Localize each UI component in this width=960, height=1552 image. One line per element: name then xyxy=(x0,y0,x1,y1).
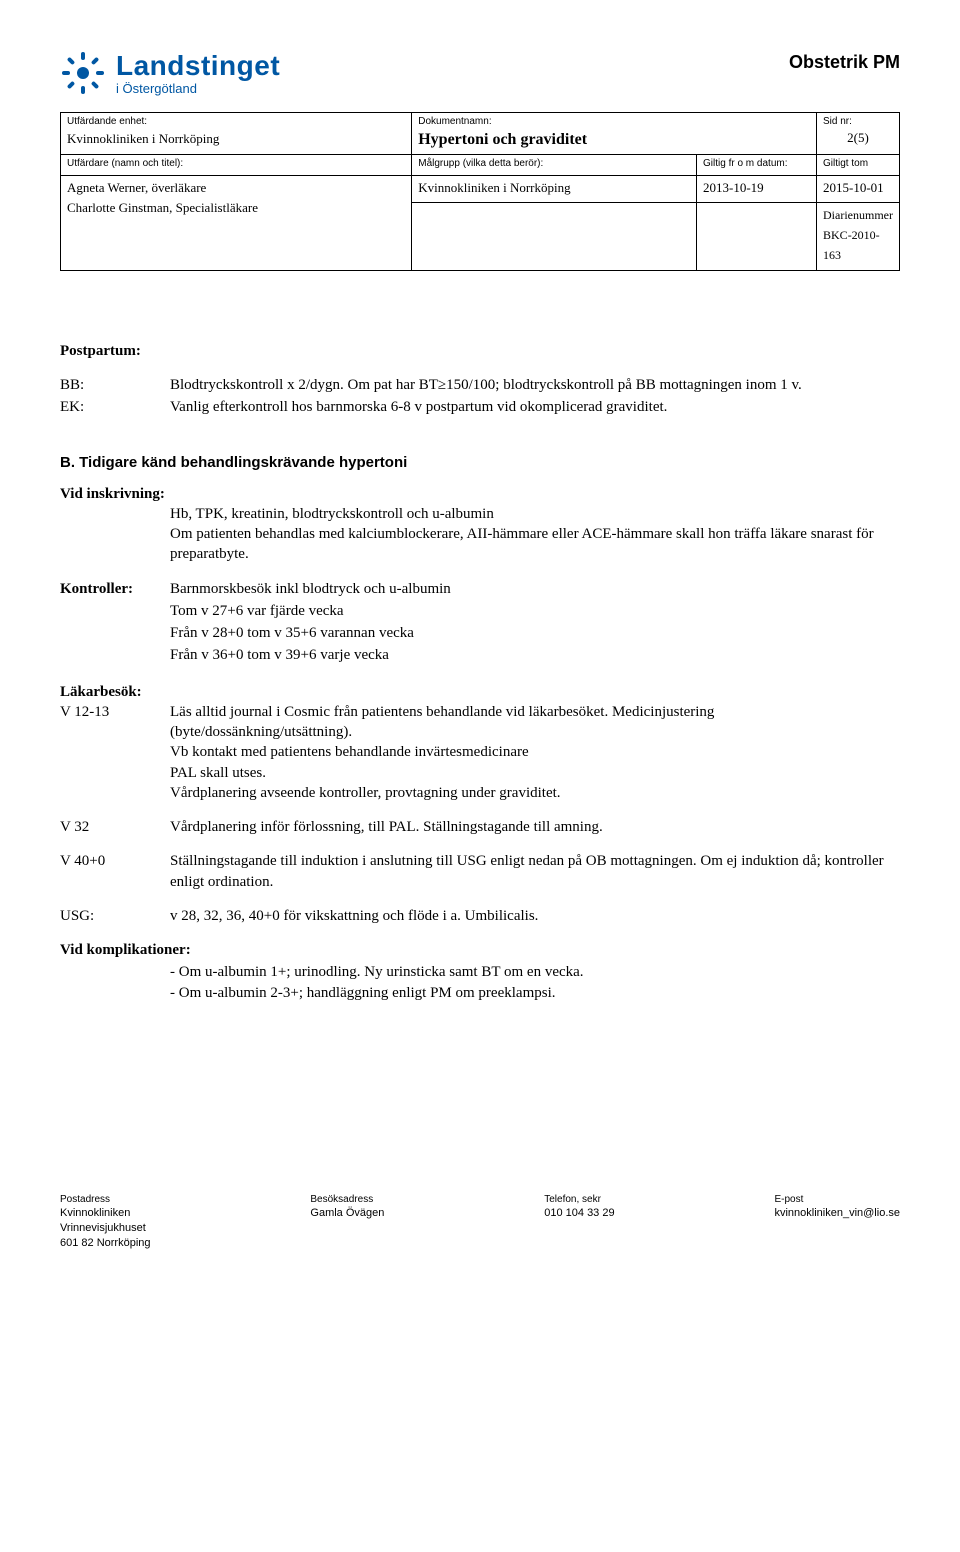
kontroller-line: Från v 36+0 tom v 39+6 varje vecka xyxy=(170,645,900,665)
usg-label: USG: xyxy=(60,906,170,926)
footer-post-value: Kvinnokliniken Vrinnevisjukhuset 601 82 … xyxy=(60,1206,151,1251)
v40-label: V 40+0 xyxy=(60,851,170,892)
meta-diary-label: Diarienummer xyxy=(823,208,893,222)
komplikation-item: Om u-albumin 1+; urinodling. Ny urinstic… xyxy=(170,962,900,982)
footer-email-value: kvinnokliniken_vin@lio.se xyxy=(774,1206,900,1221)
footer-email-label: E-post xyxy=(774,1193,900,1207)
doc-category: Obstetrik PM xyxy=(789,50,900,74)
meta-doc-name: Hypertoni och graviditet xyxy=(418,131,587,148)
footer-phone-label: Telefon, sekr xyxy=(544,1193,614,1207)
bb-text: Blodtryckskontroll x 2/dygn. Om pat har … xyxy=(170,375,900,395)
inskrivning-text: Hb, TPK, kreatinin, blodtryckskontroll o… xyxy=(60,504,900,565)
meta-label-issuer: Utfärdare (namn och titel): xyxy=(67,157,405,171)
komplikationer-label: Vid komplikationer: xyxy=(60,940,900,960)
section-b-title: B. Tidigare känd behandlingskrävande hyp… xyxy=(60,453,900,473)
ek-text: Vanlig efterkontroll hos barnmorska 6-8 … xyxy=(170,397,900,417)
org-region: i Östergötland xyxy=(116,82,280,95)
kontroller-line: Tom v 27+6 var fjärde vecka xyxy=(170,601,900,621)
meta-label-valid-from: Giltig fr o m datum: xyxy=(703,157,810,171)
meta-label-doc-name: Dokumentnamn: xyxy=(418,115,810,129)
v12-label: V 12-13 xyxy=(60,702,170,803)
footer: Postadress Kvinnokliniken Vrinnevisjukhu… xyxy=(60,1193,900,1251)
meta-table: Utfärdande enhet: Kvinnokliniken i Norrk… xyxy=(60,112,900,271)
usg-text: v 28, 32, 36, 40+0 för vikskattning och … xyxy=(170,906,900,926)
komplikationer-list: Om u-albumin 1+; urinodling. Ny urinstic… xyxy=(60,962,900,1003)
header-row: Landstinget i Östergötland Obstetrik PM xyxy=(60,50,900,96)
footer-visit-label: Besöksadress xyxy=(310,1193,384,1207)
meta-valid-from: 2013-10-19 xyxy=(703,180,764,195)
meta-label-page: Sid nr: xyxy=(823,115,893,129)
meta-diary: BKC-2010-163 xyxy=(823,228,880,262)
v32-text: Vårdplanering inför förlossning, till PA… xyxy=(170,817,900,837)
kontroller-line: Barnmorskbesök inkl blodtryck och u-albu… xyxy=(170,579,900,599)
v32-label: V 32 xyxy=(60,817,170,837)
inskrivning-label: Vid inskrivning: xyxy=(60,484,900,504)
kontroller-line: Från v 28+0 tom v 35+6 varannan vecka xyxy=(170,623,900,643)
footer-visit-value: Gamla Övägen xyxy=(310,1206,384,1221)
komplikation-item: Om u-albumin 2-3+; handläggning enligt P… xyxy=(170,983,900,1003)
kontroller-label: Kontroller: xyxy=(60,579,170,668)
meta-label-target: Målgrupp (vilka detta berör): xyxy=(418,157,690,171)
meta-label-issuing-unit: Utfärdande enhet: xyxy=(67,115,405,129)
v12-text: Läs alltid journal i Cosmic från patient… xyxy=(170,702,900,803)
logo-text: Landstinget i Östergötland xyxy=(116,52,280,95)
bb-label: BB: xyxy=(60,375,170,395)
footer-phone-value: 010 104 33 29 xyxy=(544,1206,614,1221)
ek-label: EK: xyxy=(60,397,170,417)
meta-issuing-unit: Kvinnokliniken i Norrköping xyxy=(67,131,219,146)
meta-valid-to: 2015-10-01 xyxy=(823,180,884,195)
meta-target: Kvinnokliniken i Norrköping xyxy=(418,180,570,195)
meta-page: 2(5) xyxy=(823,129,893,147)
footer-post-label: Postadress xyxy=(60,1193,151,1207)
v40-text: Ställningstagande till induktion i anslu… xyxy=(170,851,900,892)
logo-block: Landstinget i Östergötland xyxy=(60,50,280,96)
org-name: Landstinget xyxy=(116,52,280,80)
meta-label-valid-to: Giltigt tom xyxy=(823,157,893,171)
lakarbesok-label: Läkarbesök: xyxy=(60,682,900,702)
meta-issuer: Agneta Werner, överläkare Charlotte Gins… xyxy=(67,180,258,215)
sun-logo-icon xyxy=(60,50,106,96)
postpartum-title: Postpartum: xyxy=(60,341,900,361)
